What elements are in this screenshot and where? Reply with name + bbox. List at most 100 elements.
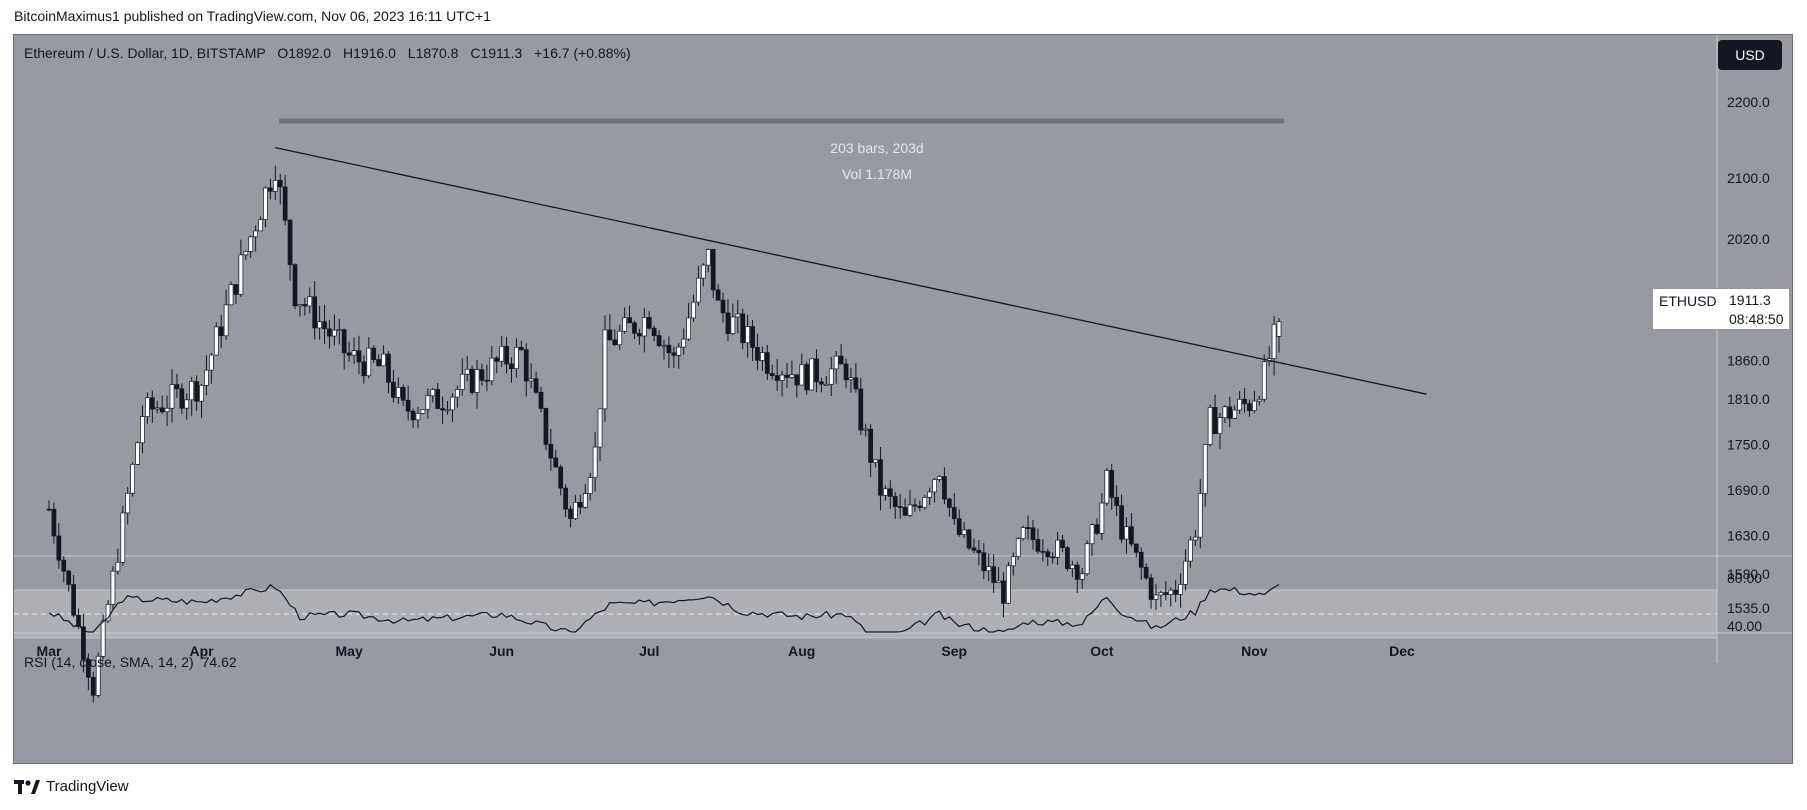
candle [927, 487, 933, 505]
candle [897, 493, 903, 519]
candle-body [174, 384, 180, 390]
candle [317, 305, 322, 340]
candle [760, 346, 765, 372]
candle [932, 477, 937, 503]
chart-area[interactable]: 1535.0 1580.0 1630.0 1690.0 1750.0 1810.0 1860… [13, 34, 1793, 764]
candle-body [637, 332, 642, 337]
candle-body [1025, 527, 1031, 529]
candle-body [646, 317, 652, 329]
candle [297, 303, 303, 317]
candle [1050, 552, 1056, 564]
candle-body [1153, 594, 1159, 600]
high-key: H [342, 45, 354, 61]
candle [1256, 395, 1262, 406]
candle [868, 424, 873, 478]
candle [750, 319, 755, 362]
price-label-value: 1911.3 [1729, 292, 1771, 308]
candle-body [464, 368, 470, 375]
candle-body [518, 347, 524, 350]
candle-body [435, 389, 441, 409]
candle [701, 263, 706, 287]
candle [607, 314, 613, 341]
candle-body [568, 508, 573, 519]
candle-body [1163, 592, 1169, 595]
candle-body [543, 408, 549, 445]
candle-body [725, 312, 731, 334]
candle-body [484, 379, 490, 382]
candle [336, 318, 342, 345]
candle-body [1020, 527, 1026, 540]
candle-body [1119, 505, 1124, 540]
candle [907, 489, 913, 518]
candle [671, 346, 677, 368]
candle [622, 307, 627, 334]
candle [1010, 552, 1016, 576]
candle [538, 386, 544, 413]
candle-body [956, 518, 962, 535]
candle [1197, 478, 1203, 549]
candle [1148, 573, 1154, 609]
candle [1261, 354, 1267, 403]
candle [1193, 529, 1198, 547]
candle-body [341, 329, 347, 354]
candle-body [592, 446, 598, 478]
candle [90, 671, 96, 703]
candle-body [799, 364, 805, 386]
candle-body [661, 344, 667, 347]
candle [843, 358, 849, 389]
candle-body [769, 373, 775, 376]
candle-body [1247, 403, 1252, 411]
candle [853, 363, 859, 393]
candle [784, 362, 790, 389]
candle [110, 566, 116, 610]
candle-body [81, 626, 86, 660]
candle-body [843, 363, 849, 381]
candle [1183, 549, 1188, 591]
candle-body [676, 346, 682, 356]
candle [509, 357, 514, 383]
price-tick-label: 1535.0 [1727, 600, 1770, 616]
candle-body [209, 354, 214, 371]
candle-body [1202, 444, 1208, 494]
high-value: 1916.0 [353, 45, 396, 61]
candle [1124, 517, 1129, 554]
tradingview-footer[interactable]: TradingView [14, 778, 129, 795]
candle-body [764, 352, 770, 374]
symbol-name: Ethereum / U.S. Dollar, 1D, BITSTAMP [24, 45, 266, 61]
candle [395, 377, 401, 404]
close-key: C [470, 45, 481, 61]
candle [1006, 561, 1011, 605]
candle-body [740, 313, 746, 344]
candle-body [573, 501, 578, 519]
candle [774, 359, 780, 392]
candle-body [1006, 565, 1011, 604]
candle-body [71, 584, 76, 616]
candle-body [1143, 566, 1149, 579]
candle-body [578, 501, 583, 508]
currency-button[interactable]: USD [1718, 40, 1782, 70]
price-tick-label: 1580.0 [1727, 566, 1770, 582]
candle-body [912, 504, 918, 507]
candle [824, 375, 829, 386]
candle-body [395, 387, 401, 398]
candle-body [194, 381, 199, 402]
candle [228, 281, 234, 306]
candle-body [819, 381, 824, 385]
candle [656, 329, 662, 348]
time-tick-label: Nov [1241, 643, 1268, 659]
candle-body [1040, 550, 1046, 553]
candle [1163, 581, 1169, 601]
candle-body [1197, 493, 1203, 538]
candle-body [332, 329, 337, 337]
candle-body [1188, 539, 1193, 562]
candle-body [76, 614, 81, 628]
time-tick-label: Jun [489, 643, 514, 659]
candle [66, 569, 72, 592]
candle [1074, 561, 1080, 594]
candle [420, 409, 426, 415]
chart-svg[interactable]: 1535.0 1580.0 1630.0 1690.0 1750.0 1810.0 1860… [14, 35, 1792, 763]
candle-body [425, 395, 431, 410]
candle [661, 339, 667, 360]
candle [819, 377, 824, 393]
candle [705, 248, 711, 273]
